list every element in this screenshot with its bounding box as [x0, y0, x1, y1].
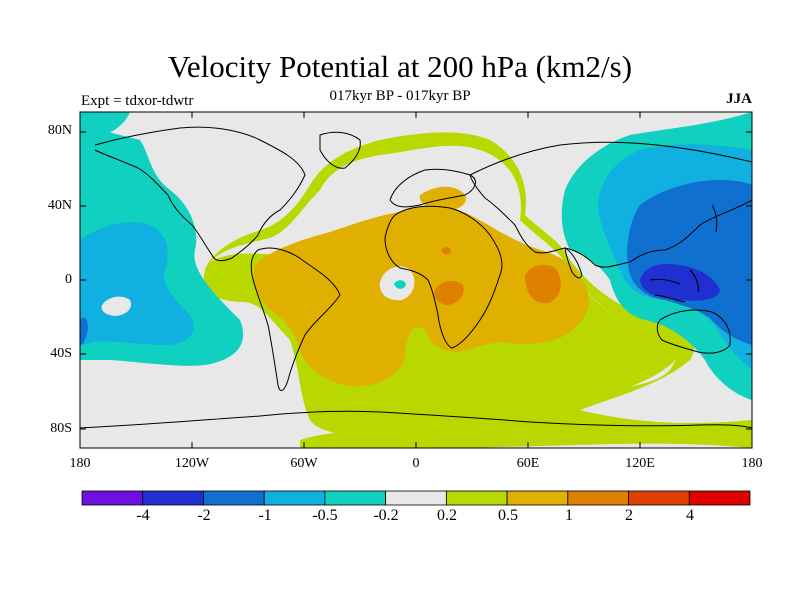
colorbar-label: 4 [686, 507, 694, 524]
colorbar-label: -4 [136, 507, 150, 524]
colorbar-label: -1 [258, 507, 272, 524]
colorbar-label: 0.5 [498, 507, 518, 524]
colorbar-label: -2 [197, 507, 211, 524]
colorbar-label: 2 [625, 507, 633, 524]
lon-label-60e: 60E [516, 456, 540, 471]
lat-label-40s: 40S [50, 346, 72, 361]
colorbar-swatch [324, 490, 387, 506]
negative-region-0.2-topleft [80, 112, 130, 138]
lat-label-40n: 40N [47, 198, 72, 213]
coastlines [80, 126, 752, 429]
negative-spot-atlantic [394, 280, 406, 289]
lat-label-80n: 80N [47, 123, 72, 138]
positive-region-1-arabian [525, 264, 561, 304]
colorbar-label: 1 [565, 507, 573, 524]
colorbar-label: -0.2 [373, 507, 399, 524]
lat-ticks [80, 131, 752, 430]
lon-label-120e: 120E [625, 456, 655, 471]
lon-label-0: 0 [412, 456, 420, 471]
lon-label-120w: 120W [174, 456, 210, 471]
positive-region-0.5 [253, 205, 589, 387]
colorbar-swatch [263, 490, 326, 506]
positive-region-1-africa [434, 280, 464, 305]
contour-field [80, 112, 752, 448]
lat-label-80s: 80S [50, 421, 72, 436]
colorbar-swatch [445, 490, 508, 506]
positive-region-0.5-north [419, 186, 466, 211]
colorbar-swatch [567, 490, 629, 506]
colorbar-swatch [506, 490, 569, 506]
colorbar-swatch [81, 490, 144, 506]
season-label: JJA [726, 91, 752, 107]
colorbar-label: 0.2 [437, 507, 457, 524]
lon-label-60w: 60W [290, 456, 318, 471]
colorbar-swatch [142, 490, 204, 506]
lon-label-180w: 180 [69, 456, 91, 471]
colorbar-swatch [385, 490, 447, 506]
neutral-hole-pacific [101, 296, 132, 316]
lat-label-0: 0 [65, 272, 72, 287]
colorbar-label: -0.5 [312, 507, 338, 524]
negative-region-2 [640, 263, 720, 301]
map-title: Velocity Potential at 200 hPa (km2/s) [167, 49, 633, 84]
colorbar [81, 490, 751, 506]
map-subtitle: 017kyr BP - 017kyr BP [329, 88, 471, 104]
experiment-label: Expt = tdxor-tdwtr [81, 93, 194, 109]
negative-region-1-west [80, 317, 88, 345]
colorbar-swatch [203, 490, 265, 506]
lon-ticks [191, 112, 641, 448]
lon-label-180e: 180 [741, 456, 763, 471]
colorbar-swatch [628, 490, 690, 506]
colorbar-swatch [688, 490, 751, 506]
negative-region-1-east [627, 180, 752, 345]
positive-region-1-small [441, 247, 451, 255]
